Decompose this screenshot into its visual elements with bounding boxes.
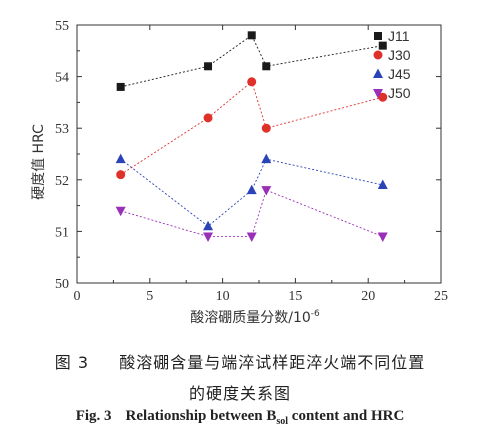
x-axis-label-exp: -6	[311, 309, 320, 319]
data-point-j30	[203, 113, 213, 123]
data-point-j50	[203, 232, 214, 243]
x-tick-label: 15	[288, 289, 302, 304]
data-point-j50	[115, 206, 126, 217]
legend-label-j50: J50	[388, 85, 411, 101]
data-point-j30	[261, 123, 271, 133]
data-point-j45	[246, 184, 257, 195]
legend-marker-j50	[373, 89, 383, 99]
caption-figure-label-en: Fig. 3	[75, 408, 112, 424]
y-tick-label: 54	[55, 71, 69, 86]
x-tick-label: 0	[74, 289, 81, 304]
data-point-j45	[203, 220, 214, 231]
data-point-j11	[247, 31, 256, 40]
data-point-j50	[377, 232, 388, 243]
caption-title-cn-cont: 的硬度关系图	[188, 384, 291, 403]
y-axis-label: 硬度值 HRC	[31, 124, 47, 200]
legend-label-j11: J11	[388, 28, 410, 44]
caption-line-1: 图 3 酸溶硼含量与端淬试样距淬火端不同位置	[0, 349, 480, 373]
caption-line-2: 的硬度关系图	[0, 380, 480, 404]
data-point-j11	[262, 62, 271, 71]
legend-label-j30: J30	[388, 47, 411, 63]
x-tick-label: 25	[434, 289, 448, 304]
x-axis-label-unit: /10	[288, 310, 311, 326]
y-tick-label: 50	[55, 277, 69, 292]
series-line-j45	[120, 158, 383, 227]
series-line-j50	[120, 189, 383, 238]
y-tick-label: 55	[55, 19, 69, 34]
data-point-j30	[378, 92, 388, 102]
caption-line-3: Fig. 3 Relationship between Bsol content …	[0, 408, 480, 427]
caption-title-cn: 酸溶硼含量与端淬试样距淬火端不同位置	[119, 353, 426, 372]
hardness-scatter-chart: 0 5 10 15 20 25 50 51 52 53 54 55 J11 J30 J45 J50 硬度值 H…	[31, 19, 448, 326]
x-tick-label: 20	[361, 289, 375, 304]
data-point-j11	[116, 82, 125, 91]
caption-title-en-sub: sol	[276, 416, 289, 427]
series-line-j11	[120, 34, 383, 88]
data-point-j50	[246, 232, 257, 243]
x-tick-label: 5	[146, 289, 153, 304]
data-point-j11	[378, 41, 387, 50]
caption-title-en-b: content and HRC	[288, 408, 405, 424]
y-tick-label: 52	[55, 174, 69, 189]
data-point-j50	[261, 186, 272, 196]
legend-label-j45: J45	[388, 66, 411, 82]
y-tick-label: 53	[55, 122, 69, 137]
data-point-j45	[115, 153, 126, 164]
legend-marker-j45	[373, 68, 383, 78]
data-point-j45	[261, 153, 272, 164]
x-tick-label: 10	[216, 289, 230, 304]
x-axis-label-main: 酸溶硼质量分数	[190, 310, 288, 326]
series-line-j30	[120, 80, 383, 176]
legend-marker-j11	[374, 32, 382, 40]
x-axis-label: 酸溶硼质量分数/10-6	[190, 309, 320, 326]
caption-title-en-a: Relationship between B	[125, 408, 277, 424]
legend-marker-j30	[373, 50, 383, 60]
data-point-j30	[247, 77, 257, 87]
y-tick-label: 51	[55, 225, 69, 240]
data-point-j30	[116, 170, 126, 180]
data-point-j45	[377, 179, 388, 189]
data-point-j11	[204, 62, 213, 71]
caption-figure-label: 图 3	[54, 353, 90, 372]
plot-frame	[76, 24, 442, 284]
